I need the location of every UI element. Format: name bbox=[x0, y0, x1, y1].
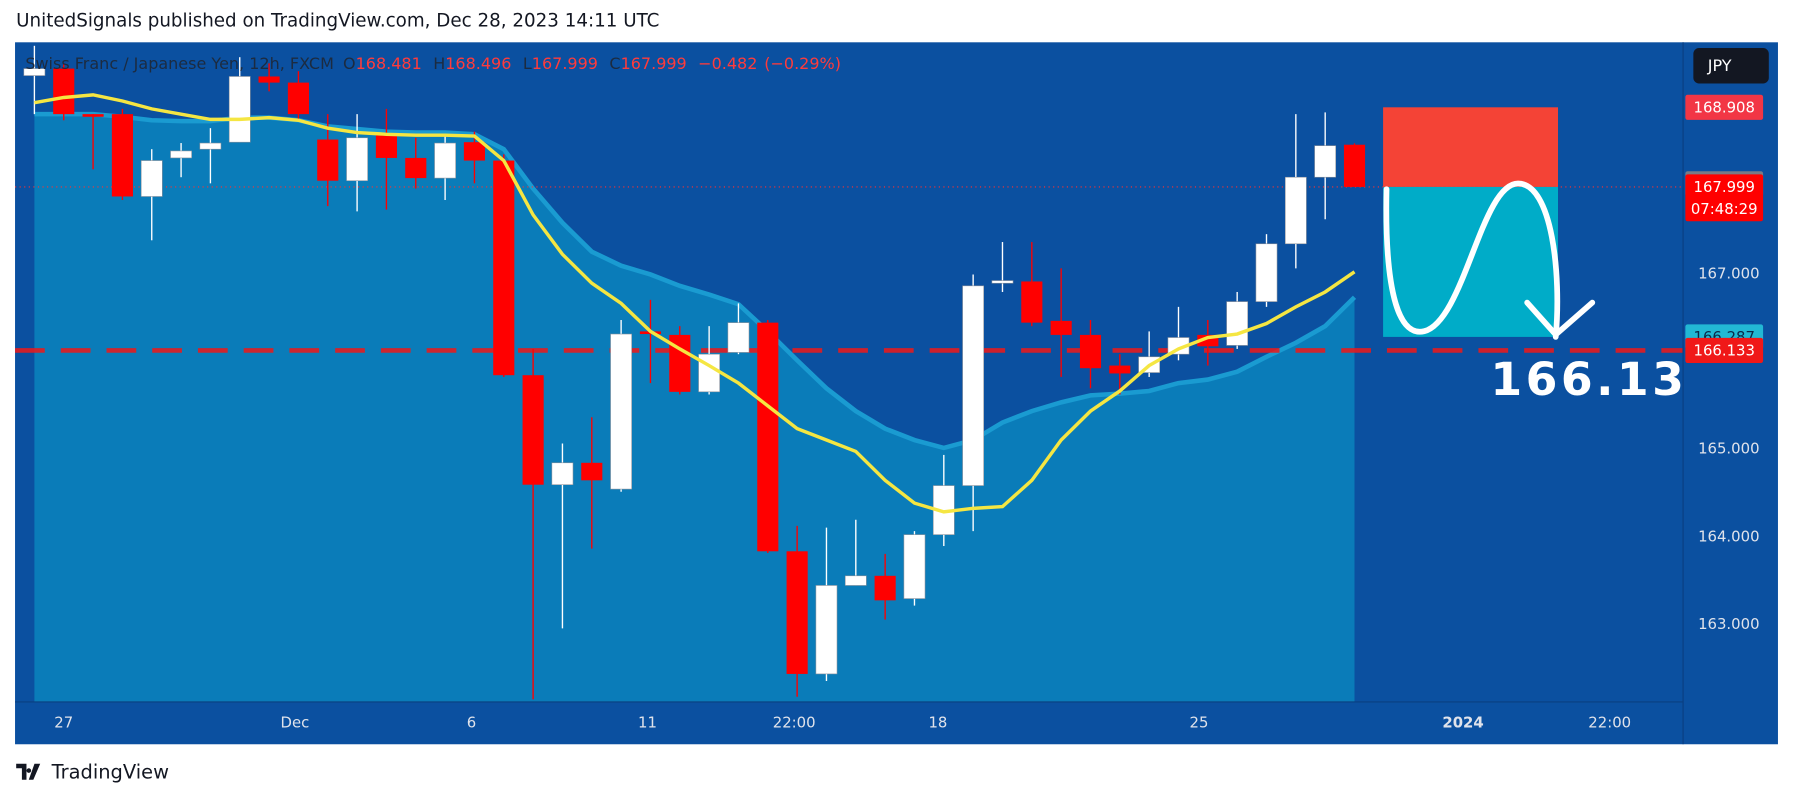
y-tick-label: 163.000 bbox=[1698, 615, 1759, 633]
candle-body bbox=[463, 142, 485, 161]
change-value: −0.482 bbox=[698, 54, 757, 73]
candle-body bbox=[786, 551, 808, 674]
candle-body bbox=[903, 534, 926, 599]
candle-body bbox=[1050, 320, 1072, 335]
candle-body bbox=[170, 150, 192, 159]
logo bbox=[16, 763, 41, 780]
candle-body bbox=[1284, 176, 1307, 245]
candle-body bbox=[317, 139, 339, 181]
currency-button[interactable] bbox=[1693, 48, 1769, 84]
x-tick-label: 2024 bbox=[1442, 714, 1483, 732]
publish-header: UnitedSignals published on TradingView.c… bbox=[16, 11, 659, 32]
ohlc-value: 168.481 bbox=[356, 54, 422, 73]
candle-body bbox=[1021, 281, 1043, 323]
price-label-box bbox=[1685, 337, 1764, 363]
stop-zone bbox=[1383, 107, 1559, 187]
symbol-title: Swiss Franc / Japanese Yen, 12h, FXCM bbox=[25, 54, 334, 73]
candle-body bbox=[581, 462, 603, 481]
candle-body bbox=[493, 160, 515, 376]
ma-area bbox=[34, 114, 1355, 702]
candle-body bbox=[23, 68, 46, 76]
overlay: 166.13 163.000 164.000 165.000 167.000 27 Dec 6… bbox=[25, 48, 1769, 732]
change-percent: (−0.29%) bbox=[764, 54, 841, 73]
candle-body bbox=[522, 375, 544, 485]
candle-body bbox=[757, 322, 779, 552]
target-annotation: 166.13 bbox=[1490, 353, 1687, 406]
countdown: 07:48:29 bbox=[1691, 200, 1758, 218]
candle-body bbox=[727, 322, 750, 353]
candle-body bbox=[111, 114, 133, 197]
x-tick-label: 6 bbox=[467, 714, 476, 732]
forecast-arrow bbox=[1383, 180, 1561, 340]
brand: TradingView bbox=[51, 760, 169, 783]
candle-body bbox=[1109, 365, 1131, 374]
ohlc-letter: H bbox=[433, 54, 445, 73]
x-tick-label: Dec bbox=[281, 714, 310, 732]
price-label: 167.999 bbox=[1693, 178, 1754, 196]
x-tick-label: 18 bbox=[928, 714, 947, 732]
candle-body bbox=[1226, 301, 1249, 346]
candle-body bbox=[815, 585, 838, 675]
candle-body bbox=[405, 157, 427, 179]
ohlc-value: 168.496 bbox=[445, 54, 511, 73]
candle-body bbox=[610, 333, 632, 490]
ma-line bbox=[34, 93, 1356, 514]
candle-body bbox=[434, 142, 456, 179]
x-tick-label: 25 bbox=[1190, 714, 1209, 732]
candle-body bbox=[1255, 243, 1278, 302]
candle-body bbox=[1343, 144, 1366, 187]
candle-body bbox=[258, 76, 280, 83]
symbol-legend: Swiss Franc / Japanese Yen, 12h, FXCM O16… bbox=[25, 54, 841, 73]
x-tick-label: 11 bbox=[638, 714, 657, 732]
candle-body bbox=[1197, 334, 1219, 347]
price-label: 166.133 bbox=[1693, 342, 1754, 360]
y-tick-label: 165.000 bbox=[1698, 440, 1759, 458]
x-tick-label: 27 bbox=[54, 714, 73, 732]
price-label-box bbox=[1685, 94, 1764, 120]
plot-area bbox=[15, 45, 1684, 702]
candle-body bbox=[991, 280, 1014, 284]
candle-body bbox=[669, 334, 691, 392]
y-tick-label: 167.000 bbox=[1698, 264, 1759, 282]
candle-body bbox=[874, 575, 896, 601]
price-label-box bbox=[1685, 174, 1764, 222]
candle-body bbox=[287, 82, 309, 115]
candle-body bbox=[199, 142, 222, 150]
candle-body bbox=[962, 285, 984, 486]
ohlc-letter: L bbox=[523, 54, 532, 73]
candle-body bbox=[82, 114, 104, 117]
ohlc-letter: O bbox=[343, 54, 356, 73]
candle-body bbox=[228, 76, 251, 143]
candle-body bbox=[53, 68, 75, 115]
logo-mark bbox=[16, 763, 41, 780]
candle-body bbox=[551, 462, 574, 485]
y-tick-label: 164.000 bbox=[1698, 527, 1759, 545]
candle-body bbox=[346, 137, 368, 182]
candle-body bbox=[140, 160, 163, 197]
ohlc-value: 167.999 bbox=[621, 54, 687, 73]
candle-body bbox=[1079, 334, 1102, 369]
currency-label[interactable]: JPY bbox=[1707, 56, 1732, 75]
ohlc-letter: C bbox=[609, 54, 620, 73]
candle-body bbox=[1314, 145, 1337, 178]
ohlc-value: 167.999 bbox=[532, 54, 598, 73]
arrow-head bbox=[1524, 299, 1596, 338]
candle-body bbox=[375, 135, 397, 158]
x-tick-label: 22:00 bbox=[1588, 714, 1631, 732]
x-tick-label: 22:00 bbox=[773, 714, 816, 732]
candle-body bbox=[844, 575, 867, 586]
price-label: 168.908 bbox=[1693, 98, 1754, 116]
